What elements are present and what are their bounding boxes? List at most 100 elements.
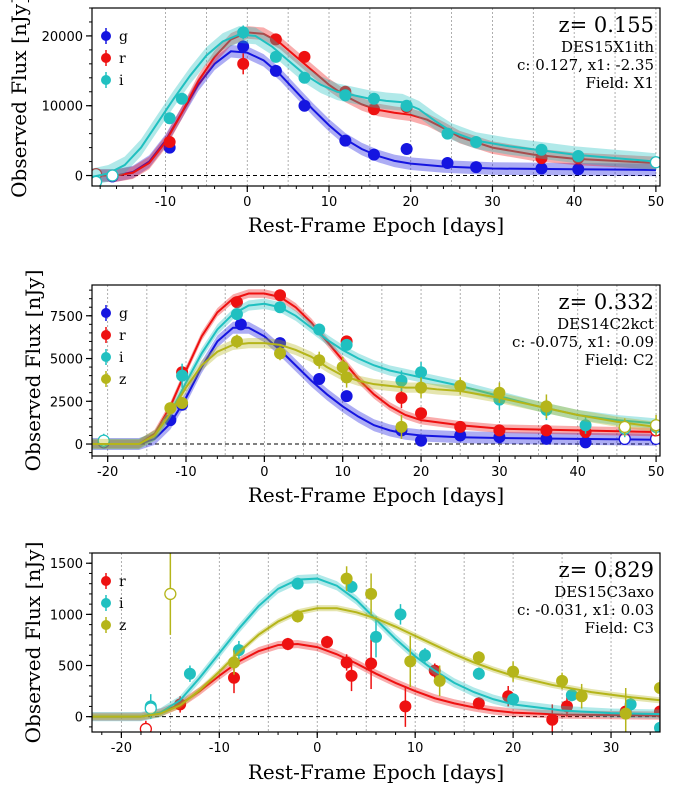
data-point-g [470, 161, 483, 174]
data-point-g [340, 390, 353, 403]
plot-area [92, 289, 660, 451]
data-point-r [281, 638, 294, 651]
legend-item-z: z [101, 617, 126, 634]
plot-area [92, 25, 660, 186]
x-axis-label: Rest-Frame Epoch [days] [248, 760, 504, 784]
data-point-i [507, 693, 520, 706]
supernova-name: DES15C3axo [554, 583, 654, 601]
open-point-i [144, 702, 157, 715]
x-tick-label: -10 [175, 465, 196, 480]
legend-marker [101, 576, 111, 586]
x-tick-label: 20 [505, 741, 522, 756]
data-point-i [313, 323, 326, 336]
legend-marker [101, 53, 111, 63]
field-label: Field: C2 [585, 351, 654, 369]
data-point-z [164, 402, 177, 415]
x-tick-label: 10 [334, 465, 351, 480]
data-point-z [619, 707, 632, 720]
x-axis-label: Rest-Frame Epoch [days] [248, 213, 504, 237]
y-tick-label: 2500 [50, 395, 83, 410]
x-tick-label: 10 [407, 741, 424, 756]
legend-marker [101, 75, 111, 85]
supernova-name: DES15X1ith [561, 38, 654, 56]
model-band-r [92, 289, 657, 449]
data-point-z [404, 655, 417, 668]
redshift-label: z= 0.829 [559, 558, 654, 582]
y-tick-label: 5000 [50, 353, 83, 368]
data-point-i [470, 136, 483, 149]
data-point-r [269, 33, 282, 46]
model-band-i [92, 298, 657, 450]
redshift-label: z= 0.332 [559, 290, 654, 314]
data-point-i [237, 26, 250, 39]
open-point-r [139, 722, 153, 732]
data-point-i [579, 419, 592, 432]
y-tick-label: 0 [75, 711, 83, 726]
data-point-i [274, 301, 287, 314]
legend-item-i: i [101, 72, 124, 89]
data-point-r [163, 136, 176, 149]
data-point-z [556, 674, 569, 687]
data-point-g [454, 429, 467, 442]
lightcurve-panel-1: -10 0 10 20 30 40 50 0 10000 20000 Rest-Frame Epoc… [7, 0, 664, 237]
data-point-r [340, 656, 353, 669]
y-tick-label: 0 [75, 438, 83, 453]
x-tick-label: 40 [566, 195, 583, 210]
data-point-z [176, 396, 189, 409]
data-point-i [472, 667, 485, 680]
x-tick-label: 10 [321, 195, 338, 210]
legend-item-g: g [101, 305, 128, 322]
x-tick-label: 20 [413, 465, 430, 480]
open-point-z [618, 420, 631, 434]
data-point-z [340, 572, 353, 585]
legend-label: r [119, 51, 126, 67]
data-point-g [441, 156, 454, 169]
y-tick-label: 10000 [42, 100, 83, 115]
legend-label: z [119, 372, 126, 388]
data-point-i [175, 92, 188, 105]
legend-label: i [119, 350, 124, 366]
data-point-z [274, 347, 287, 360]
legend-marker [101, 620, 111, 630]
data-point-i [395, 374, 408, 387]
data-point-r [399, 700, 412, 713]
data-point-z [340, 371, 353, 384]
data-point-g [400, 143, 413, 156]
y-tick-label: 20000 [42, 30, 83, 45]
x-tick-label: 30 [484, 195, 501, 210]
data-point-r [321, 635, 334, 648]
data-point-i [441, 127, 454, 140]
axes-frame [91, 7, 661, 187]
plot-area [92, 553, 660, 732]
y-axis-label: Observed Flux [nJy] [7, 0, 31, 198]
data-point-i [415, 366, 428, 379]
data-point-i [269, 50, 282, 63]
data-point-g [237, 40, 250, 53]
legend-marker [101, 31, 111, 41]
data-point-i [370, 630, 382, 643]
data-point-r [535, 152, 548, 165]
salt2-params: c: 0.127, x1: -2.35 [517, 56, 654, 74]
data-point-r [367, 103, 380, 116]
data-point-g [415, 434, 428, 447]
legend-marker [101, 352, 111, 362]
legend-marker [101, 330, 111, 340]
data-point-r [546, 713, 559, 726]
data-point-r [345, 669, 358, 682]
data-point-g [540, 432, 553, 445]
data-point-g [579, 436, 592, 449]
data-point-i [176, 369, 189, 382]
x-tick-label: 0 [313, 741, 321, 756]
data-point-i [367, 92, 380, 105]
data-point-z [493, 386, 506, 399]
legend-label: g [119, 29, 128, 45]
data-point-r [237, 57, 250, 70]
data-point-g [269, 64, 282, 77]
model-line-i [92, 577, 660, 718]
legend-item-r: r [101, 327, 126, 344]
data-point-i [232, 644, 245, 657]
series-r [92, 635, 660, 732]
data-point-z [313, 354, 326, 367]
data-point-r [395, 391, 408, 404]
